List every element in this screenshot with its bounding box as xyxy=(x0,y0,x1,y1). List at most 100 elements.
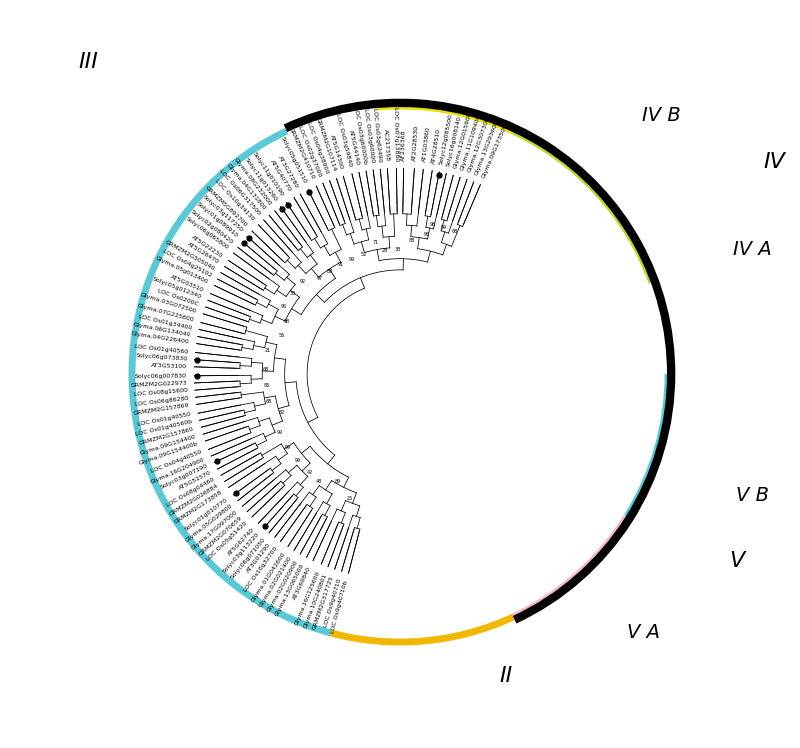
Text: Glyma.04G226400: Glyma.04G226400 xyxy=(130,331,190,345)
Text: AT5G26470: AT5G26470 xyxy=(186,242,219,265)
Text: LOC Os9g40710b: LOC Os9g40710b xyxy=(330,580,349,634)
Text: Glyma.07G225600: Glyma.07G225600 xyxy=(136,304,194,323)
Text: AT5G14300: AT5G14300 xyxy=(329,134,344,170)
Text: Glyma.05G029800: Glyma.05G029800 xyxy=(184,503,234,543)
Text: Glyma.16G125600: Glyma.16G125600 xyxy=(294,570,321,626)
Text: 98: 98 xyxy=(430,222,436,227)
Text: 71: 71 xyxy=(373,239,378,245)
Text: Solyc06g071050: Solyc06g071050 xyxy=(230,537,266,580)
Text: LOC Os01g40560b: LOC Os01g40560b xyxy=(135,420,193,438)
Text: LOC Os04g38900: LOC Os04g38900 xyxy=(306,122,330,174)
Text: 30: 30 xyxy=(290,291,296,296)
Text: Solyc05g051510: Solyc05g051510 xyxy=(279,136,307,184)
Text: IV B: IV B xyxy=(642,105,681,125)
Text: GRMZM5G892700: GRMZM5G892700 xyxy=(204,185,248,227)
Text: AT3G53100: AT3G53100 xyxy=(151,363,187,369)
Text: LOC Os08g15600: LOC Os08g15600 xyxy=(134,388,188,397)
Text: Solyc03g113220: Solyc03g113220 xyxy=(222,532,261,574)
Text: LOC Os02g37000: LOC Os02g37000 xyxy=(298,125,322,177)
Text: 89: 89 xyxy=(334,479,341,485)
Text: 88: 88 xyxy=(326,269,333,274)
Text: 52: 52 xyxy=(361,252,366,257)
Text: Glyma.17G097000: Glyma.17G097000 xyxy=(190,509,238,551)
Text: 99: 99 xyxy=(294,458,300,463)
Text: 97: 97 xyxy=(317,276,323,281)
Text: Solyc03g117250: Solyc03g117250 xyxy=(201,194,243,233)
Text: V A: V A xyxy=(626,623,659,643)
Text: LOC Os05g51420: LOC Os05g51420 xyxy=(206,521,248,562)
Text: Glyma.12G015900: Glyma.12G015900 xyxy=(453,111,473,169)
Text: Solyc05g012340: Solyc05g012340 xyxy=(151,277,202,300)
Text: LOC Os01g40550: LOC Os01g40550 xyxy=(137,412,191,427)
Text: LOC Os03g60000b: LOC Os03g60000b xyxy=(353,106,367,164)
Text: Solyc11g010190: Solyc11g010190 xyxy=(252,152,285,197)
Text: IV: IV xyxy=(763,152,785,172)
Text: Glyma.02G021400: Glyma.02G021400 xyxy=(258,556,292,608)
Text: GRMZM2G505040: GRMZM2G505040 xyxy=(164,239,216,272)
Text: Glyma.09G154400: Glyma.09G154400 xyxy=(139,434,197,456)
Text: AT3G27280: AT3G27280 xyxy=(277,155,299,188)
Text: IV A: IV A xyxy=(733,240,771,259)
Text: 96: 96 xyxy=(281,304,287,310)
Text: GRMZM2G157869: GRMZM2G157869 xyxy=(133,403,190,417)
Text: II: II xyxy=(499,666,513,687)
Text: AT5G51570: AT5G51570 xyxy=(178,470,212,491)
Text: Glyma.10G240801: Glyma.10G240801 xyxy=(302,573,328,629)
Text: 99: 99 xyxy=(286,446,291,450)
Text: Glyma.08G232000: Glyma.08G232000 xyxy=(233,157,272,206)
Text: AT1G03860: AT1G03860 xyxy=(422,126,430,162)
Text: 99: 99 xyxy=(348,257,354,262)
Text: AT5G62740: AT5G62740 xyxy=(226,527,255,557)
Text: LOC Os04g40550: LOC Os04g40550 xyxy=(150,450,202,474)
Text: 96: 96 xyxy=(424,232,430,237)
Text: Glyma.11G109400: Glyma.11G109400 xyxy=(460,114,482,171)
Text: 82: 82 xyxy=(278,410,285,415)
Text: Glyma.09G173500: Glyma.09G173500 xyxy=(481,123,509,179)
Text: Glyma.13G293600: Glyma.13G293600 xyxy=(474,119,500,176)
Text: AT5G40770: AT5G40770 xyxy=(270,159,292,192)
Text: Solyc02g080420: Solyc02g080420 xyxy=(190,209,234,245)
Text: 86: 86 xyxy=(263,383,270,388)
Text: AT5G44140: AT5G44140 xyxy=(348,129,360,165)
Text: AT2G28530: AT2G28530 xyxy=(412,125,420,162)
Text: LOC Os9g40710: LOC Os9g40710 xyxy=(322,577,342,628)
Text: V B: V B xyxy=(736,486,769,505)
Text: AT4G28510: AT4G28510 xyxy=(431,127,442,164)
Text: 99: 99 xyxy=(440,225,446,230)
Text: LOC Os01g40560: LOC Os01g40560 xyxy=(134,343,188,355)
Text: 68: 68 xyxy=(263,367,269,372)
Text: Solyc06g073830: Solyc06g073830 xyxy=(135,353,187,361)
Text: Glyma.03G072500: Glyma.03G072500 xyxy=(139,292,197,314)
Text: GRMZM2G317725: GRMZM2G317725 xyxy=(312,575,334,631)
Text: Solyc06g007830: Solyc06g007830 xyxy=(135,373,187,378)
Text: 42: 42 xyxy=(306,470,313,475)
Text: Solyc01g010770: Solyc01g010770 xyxy=(184,497,229,532)
Text: Glyma.02G020900: Glyma.02G020900 xyxy=(266,560,299,613)
Text: Glyma.04G131800: Glyma.04G131800 xyxy=(226,163,266,211)
Text: 68: 68 xyxy=(452,229,458,234)
Text: Glyma.05g013400: Glyma.05g013400 xyxy=(154,255,209,284)
Text: 38: 38 xyxy=(394,247,401,252)
Text: GRMZM2G410710: GRMZM2G410710 xyxy=(288,126,315,180)
Text: Glyma.06G134040: Glyma.06G134040 xyxy=(132,322,191,337)
Text: 56: 56 xyxy=(278,333,285,338)
Text: 91: 91 xyxy=(338,262,343,267)
Text: AF236368: AF236368 xyxy=(402,129,406,161)
Text: LOC Os01g34400: LOC Os01g34400 xyxy=(138,313,193,331)
Text: V: V xyxy=(729,551,744,571)
Text: Solyc12g085500: Solyc12g085500 xyxy=(438,114,453,165)
Text: Solyc11g013260: Solyc11g013260 xyxy=(244,156,278,202)
Text: Solyc03g007190: Solyc03g007190 xyxy=(159,464,209,491)
Text: 48: 48 xyxy=(316,479,322,483)
Text: 68: 68 xyxy=(266,399,272,405)
Text: Glyma.01G042600: Glyma.01G042600 xyxy=(250,551,286,603)
Text: AT3G60840: AT3G60840 xyxy=(293,566,312,601)
Text: LOC Os03g60000: LOC Os03g60000 xyxy=(362,108,374,163)
Text: LOC Os03g62490: LOC Os03g62490 xyxy=(372,107,382,162)
Text: GRMZM2G173858: GRMZM2G173858 xyxy=(174,490,224,525)
Text: Glyma.09G154400b: Glyma.09G154400b xyxy=(138,441,199,466)
Text: Glyma.12G307300: Glyma.12G307300 xyxy=(467,116,491,174)
Text: GRMZM2G107114: GRMZM2G107114 xyxy=(314,117,337,172)
Text: 88: 88 xyxy=(409,238,415,243)
Text: LOC Os06g86280: LOC Os06g86280 xyxy=(134,396,189,407)
